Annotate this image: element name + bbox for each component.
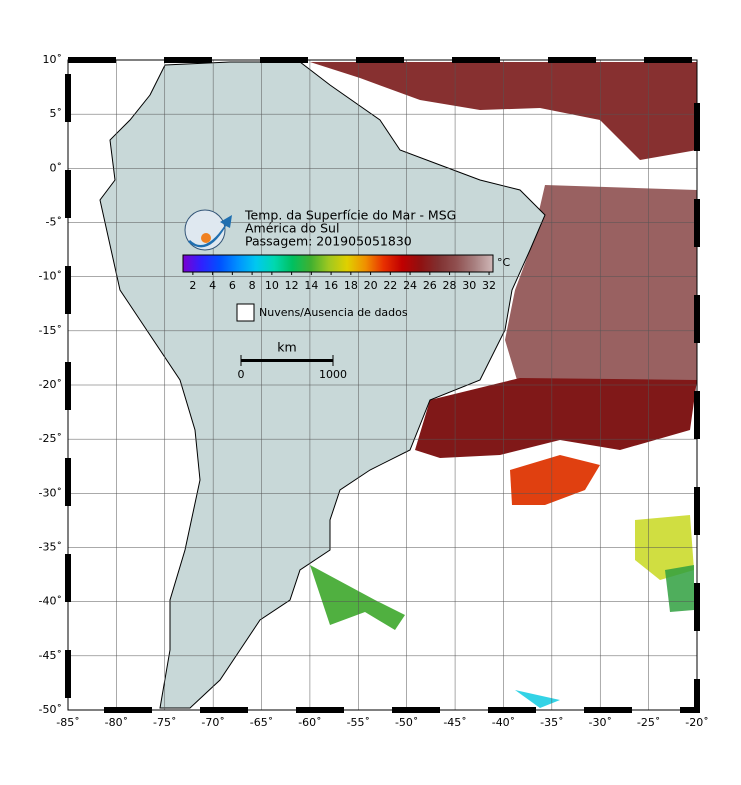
y-tick-label: -15˚ [39,324,62,337]
colorbar-tick-label: 14 [304,279,318,292]
colorbar-tick-label: 2 [189,279,196,292]
y-tick-label: 10˚ [43,53,63,66]
colorbar-tick-label: 12 [285,279,299,292]
colorbar-tick-label: 26 [423,279,437,292]
colorbar-tick-label: 20 [364,279,378,292]
colorbar-tick-label: 8 [249,279,256,292]
x-tick-label: -25˚ [637,716,660,729]
colorbar-ramp [182,254,494,273]
y-tick-label: -30˚ [39,486,62,499]
x-tick-label: -20˚ [685,716,708,729]
x-tick-label: -75˚ [153,716,176,729]
x-tick-label: -60˚ [298,716,321,729]
x-tick-label: -85˚ [56,716,79,729]
y-tick-label: 5˚ [50,107,63,120]
colorbar-tick-label: 10 [265,279,279,292]
colorbar-tick-label: 16 [324,279,338,292]
y-tick-label: -25˚ [39,432,62,445]
legend-label: Nuvens/Ausencia de dados [259,306,408,319]
colorbar: 2 4 6 8 10 12 14 16 18 20 22 24 26 28 30 32 [182,254,496,292]
x-tick-label: -80˚ [105,716,128,729]
frame-line [67,59,698,711]
scale-tick-label: 0 [238,368,245,381]
y-tick-label: -50˚ [39,703,62,716]
colorbar-tick-label: 24 [403,279,417,292]
y-tick-label: -40˚ [39,595,62,608]
scale-bar-body [241,359,333,362]
colorbar-unit: °C [497,256,511,269]
legend-swatch [236,303,255,322]
x-tick-label: -30˚ [588,716,611,729]
x-tick-label: -35˚ [540,716,563,729]
x-tick-label: -50˚ [395,716,418,729]
y-tick-label: 0˚ [50,161,63,174]
logo [184,209,232,251]
x-tick-label: -40˚ [492,716,515,729]
x-tick-label: -65˚ [250,716,273,729]
colorbar-tick-label: 6 [229,279,236,292]
pass-time: Passagem: 201905051830 [245,234,412,249]
x-tick-label: -70˚ [201,716,224,729]
scale-bar: 0 1000 [238,355,347,381]
subtitle: América do Sul [245,221,339,236]
y-tick-label: -5˚ [46,216,62,229]
y-tick-label: -20˚ [39,378,62,391]
colorbar-tick-label: 28 [443,279,457,292]
scale-unit: km [277,340,296,355]
colorbar-tick-label: 18 [344,279,358,292]
colorbar-tick-label: 32 [482,279,496,292]
y-tick-label: -35˚ [39,541,62,554]
colorbar-tick-label: 30 [462,279,476,292]
title: Temp. da Superfície do Mar - MSG [244,208,456,223]
colorbar-tick-label: 4 [209,279,216,292]
y-tick-label: -45˚ [39,649,62,662]
colorbar-tick-label: 22 [383,279,397,292]
x-tick-label: -45˚ [443,716,466,729]
y-tick-label: -10˚ [39,270,62,283]
x-tick-label: -55˚ [347,716,370,729]
scale-tick-label: 1000 [319,368,347,381]
